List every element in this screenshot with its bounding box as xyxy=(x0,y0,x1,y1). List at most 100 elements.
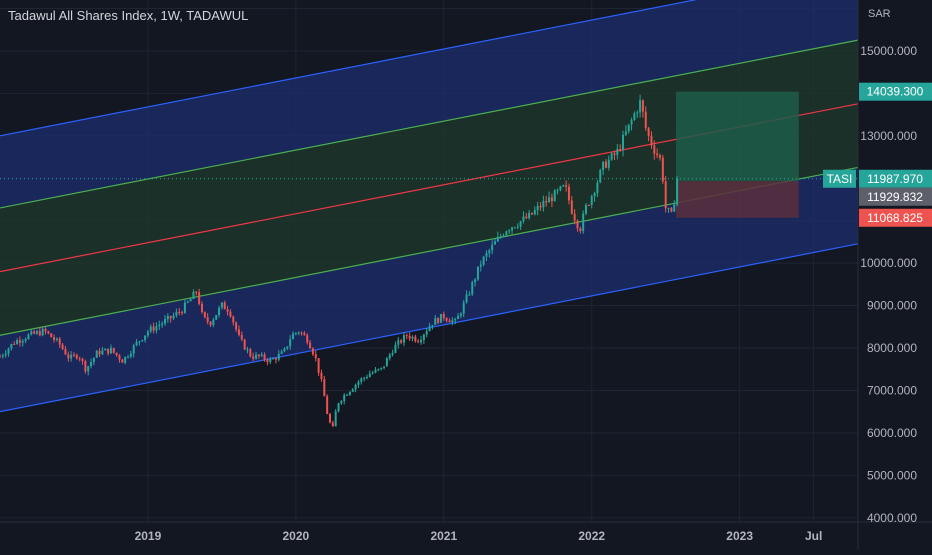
candle-body xyxy=(397,340,400,345)
candle-body xyxy=(220,302,223,308)
y-tick-label: 8000.000 xyxy=(867,341,917,355)
candle-body xyxy=(229,311,232,317)
candle-body xyxy=(44,328,47,332)
candle-body xyxy=(385,358,388,367)
candle-body xyxy=(653,145,656,154)
candle-body xyxy=(24,339,27,341)
candle-body xyxy=(243,339,246,350)
candle-body xyxy=(425,331,428,335)
y-tick-label: 13000.000 xyxy=(860,129,917,143)
candle-body xyxy=(246,349,249,351)
candle-body xyxy=(10,343,13,349)
candle-body xyxy=(331,422,334,427)
candle-body xyxy=(348,391,351,395)
candle-body xyxy=(1,355,4,357)
candle-body xyxy=(673,204,676,212)
long-position-tool[interactable] xyxy=(676,91,799,218)
price-label-stop: 11068.825 xyxy=(859,208,932,227)
candle-body xyxy=(144,335,147,341)
candle-body xyxy=(186,301,189,303)
candle-body xyxy=(627,124,630,132)
candle-body xyxy=(164,319,166,324)
y-tick-label: 6000.000 xyxy=(867,426,917,440)
candle-body xyxy=(351,389,354,392)
candle-body xyxy=(78,358,81,360)
candle-body xyxy=(365,377,368,379)
candle-body xyxy=(67,354,70,359)
y-tick-label: 5000.000 xyxy=(867,468,917,482)
candle-body xyxy=(198,292,201,304)
candle-body xyxy=(323,379,326,397)
candle-body xyxy=(16,340,19,345)
candle-body xyxy=(107,348,110,354)
candle-body xyxy=(81,358,84,362)
price-labels: 14039.300 11987.970 TASI 11929.832 11068.825 xyxy=(823,82,932,227)
candle-body xyxy=(559,186,562,191)
candle-body xyxy=(286,346,289,349)
candle-body xyxy=(496,236,499,242)
candle-body xyxy=(357,381,360,385)
candle-body xyxy=(121,359,124,363)
candle-body xyxy=(610,153,613,160)
candle-body xyxy=(624,131,627,135)
candle-body xyxy=(522,216,525,222)
candle-body xyxy=(260,354,263,356)
candle-body xyxy=(311,348,314,355)
candle-body xyxy=(269,358,272,363)
price-label-target: 14039.300 xyxy=(859,82,932,101)
price-label-last: 11987.970 TASI xyxy=(823,169,932,188)
candle-body xyxy=(599,169,602,183)
candle-body xyxy=(437,318,440,323)
candle-body xyxy=(72,354,75,356)
candle-body xyxy=(511,227,514,231)
x-tick-label: 2020 xyxy=(283,529,310,543)
price-label-value: 11068.825 xyxy=(867,211,923,225)
candle-body xyxy=(613,153,616,155)
candle-body xyxy=(161,323,164,325)
x-tick-label: 2021 xyxy=(430,529,457,543)
candle-body xyxy=(602,161,605,170)
candle-body xyxy=(232,316,235,323)
candle-body xyxy=(132,345,135,354)
candle-body xyxy=(664,181,667,209)
candle-body xyxy=(565,185,568,187)
candle-body xyxy=(488,250,491,254)
candle-body xyxy=(35,331,38,334)
candle-body xyxy=(647,128,650,136)
candle-body xyxy=(468,294,471,296)
position-loss-zone[interactable] xyxy=(676,181,799,218)
candle-body xyxy=(377,368,380,370)
channel-line-upper-outer xyxy=(0,0,698,137)
candle-body xyxy=(118,355,121,360)
candle-body xyxy=(249,349,252,357)
candle-body xyxy=(363,377,366,379)
candle-body xyxy=(448,320,451,323)
candle-body xyxy=(58,338,61,345)
candle-body xyxy=(639,100,642,113)
candle-body xyxy=(41,328,44,336)
candle-body xyxy=(30,331,33,335)
candle-body xyxy=(542,200,545,208)
candle-body xyxy=(405,335,408,337)
candle-body xyxy=(656,153,659,156)
candle-body xyxy=(434,318,437,325)
candle-body xyxy=(619,148,622,151)
candle-body xyxy=(309,342,312,349)
candle-body xyxy=(209,321,212,325)
candle-body xyxy=(61,344,64,349)
candle-body xyxy=(141,340,144,342)
candle-body xyxy=(203,312,206,318)
candle-body xyxy=(95,350,98,358)
price-label-value: 11929.832 xyxy=(867,190,923,204)
candle-body xyxy=(508,230,511,232)
candle-body xyxy=(27,334,30,340)
candle-body xyxy=(676,178,679,205)
position-profit-zone[interactable] xyxy=(676,91,799,182)
candle-body xyxy=(380,367,383,369)
candle-body xyxy=(172,315,175,319)
y-tick-label: 9000.000 xyxy=(867,299,917,313)
candle-body xyxy=(272,358,275,360)
candle-body xyxy=(178,311,181,313)
